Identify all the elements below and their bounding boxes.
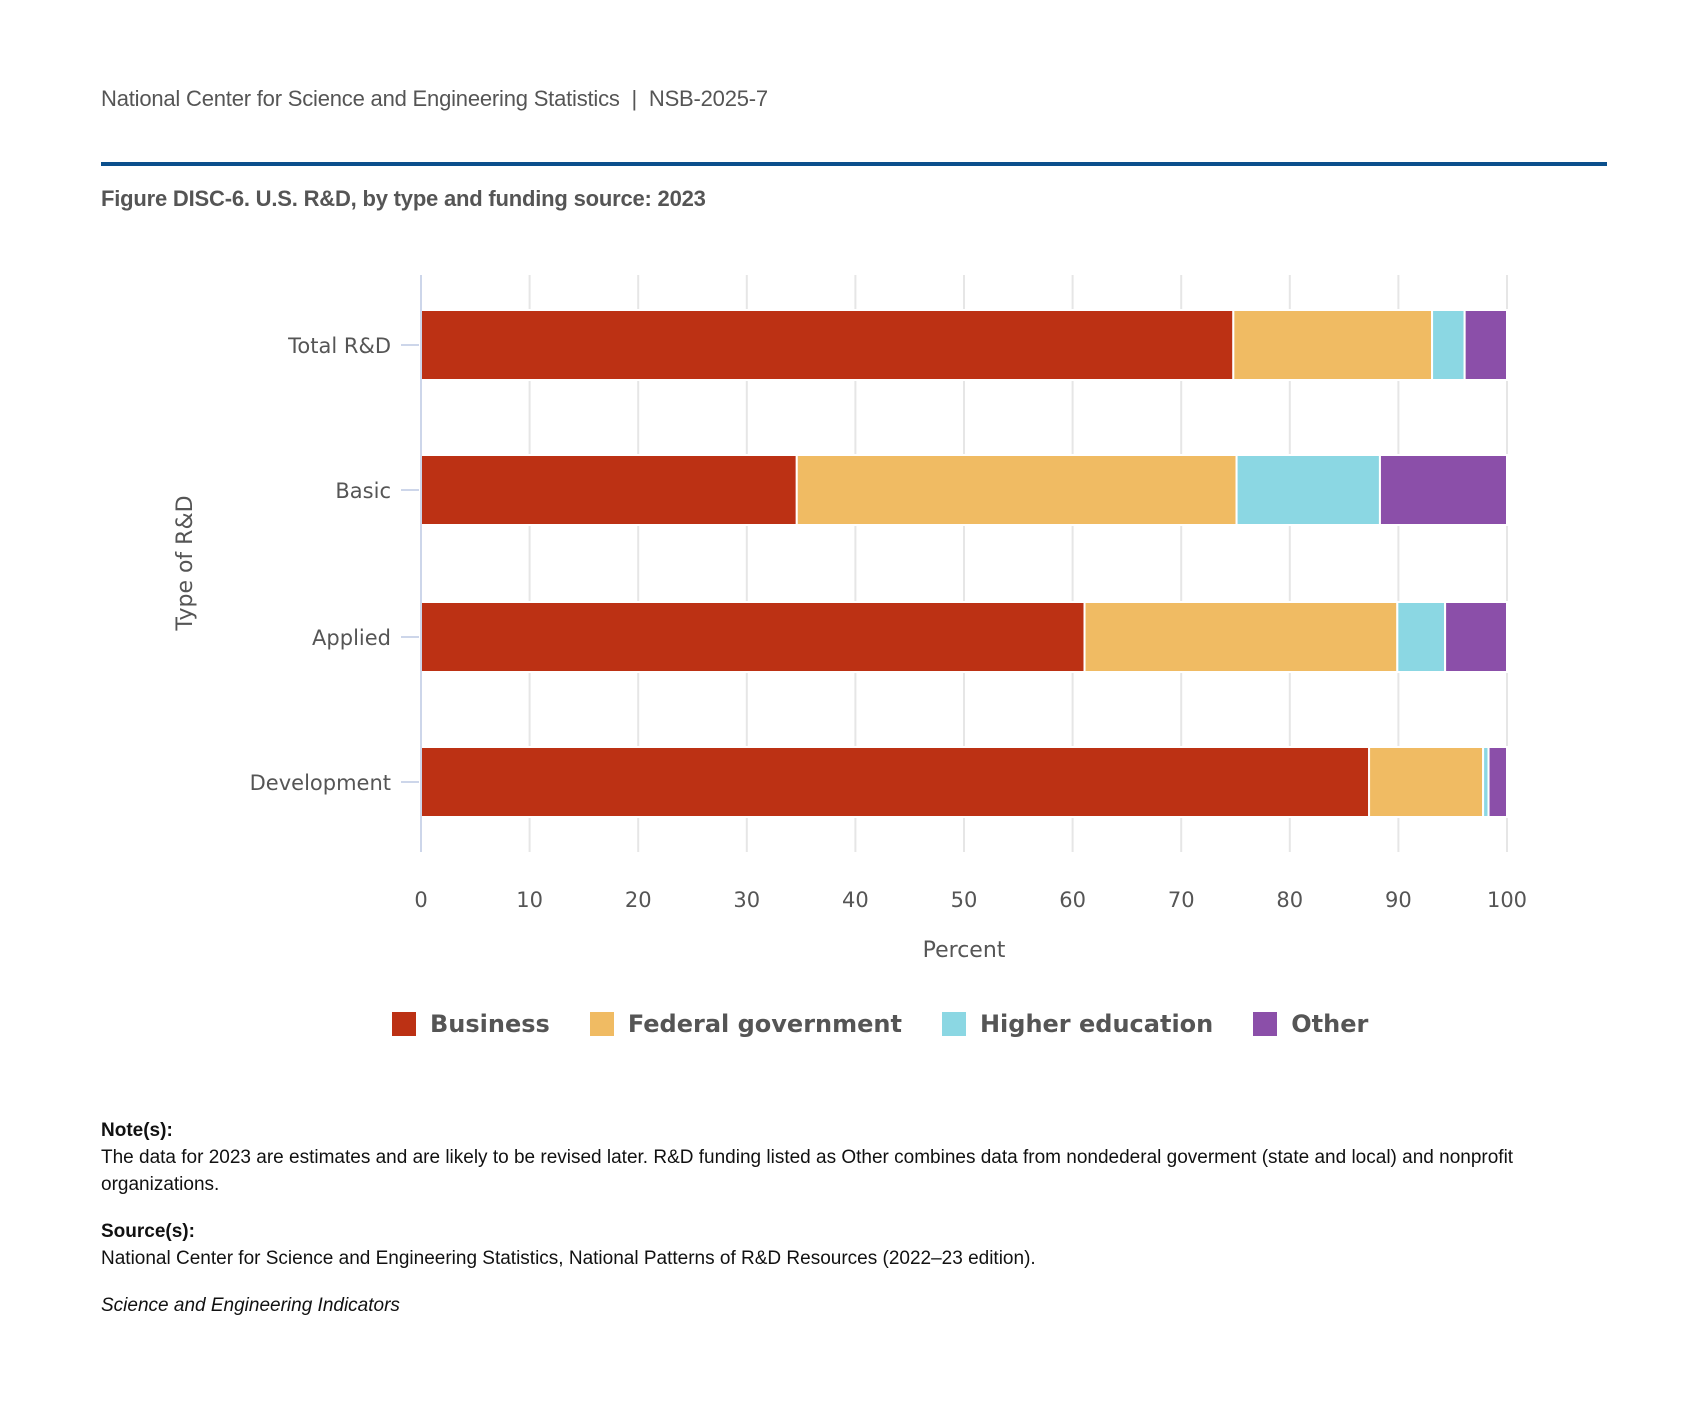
bar-segment-other[interactable] [1378,454,1508,526]
bar-segment-business[interactable] [420,746,1371,818]
x-tick-label: 50 [951,888,978,912]
chart-legend: Business Federal government Higher educati… [392,1010,1408,1038]
bar-segment-higher-education[interactable] [1431,309,1466,381]
x-axis-title: Percent [923,938,1006,963]
x-tick-label: 90 [1385,888,1412,912]
legend-label: Other [1291,1010,1369,1038]
legend-label: Business [430,1010,550,1038]
publication-name: Science and Engineering Indicators [101,1295,400,1316]
bar-segment-other[interactable] [1463,309,1508,381]
bar-segment-federal-government[interactable] [1083,601,1399,673]
bar-segment-federal-government[interactable] [1232,309,1434,381]
notes-section: Note(s): The data for 2023 are estimates… [101,1117,1621,1319]
x-tick-label: 30 [733,888,760,912]
legend-item[interactable]: Higher education [941,1010,1214,1038]
y-tick-label: Applied [312,626,391,650]
x-tick-label: 20 [625,888,652,912]
source-text: National Center for Science and Engineer… [101,1248,1036,1269]
legend-label: Higher education [979,1010,1214,1038]
x-tick-label: 70 [1168,888,1195,912]
x-tick-label: 60 [1059,888,1086,912]
bar-segment-higher-education[interactable] [1396,601,1447,673]
y-tick-label: Total R&D [287,334,391,358]
note-heading: Note(s): [101,1120,173,1141]
x-tick-label: 10 [516,888,543,912]
legend-item[interactable]: Business [392,1010,550,1038]
bar-segment-other[interactable] [1444,601,1509,673]
bar-segment-business[interactable] [420,454,798,526]
bar-segment-business[interactable] [420,309,1235,381]
note-text: The data for 2023 are estimates and are … [101,1147,1514,1195]
bar-segment-federal-government[interactable] [1368,746,1485,818]
bar-segment-business[interactable] [420,601,1086,673]
bar-segment-other[interactable] [1487,746,1508,818]
bar-chart: Total R&D Basic Applied Development 0 10 20 30… [173,275,1527,963]
bar-segment-higher-education[interactable] [1235,454,1381,526]
legend-swatch [1253,1012,1278,1036]
legend-swatch [941,1012,966,1036]
x-tick-label: 80 [1276,888,1303,912]
bars [420,309,1509,818]
legend-swatch [589,1012,614,1036]
bar-segment-federal-government[interactable] [795,454,1238,526]
legend-item[interactable]: Other [1253,1010,1368,1038]
figure-title: Figure DISC-6. U.S. R&D, by type and fun… [101,186,706,211]
x-tick-label: 0 [414,888,427,912]
x-axis: 0 10 20 30 40 50 60 70 80 90 100 [414,888,1527,912]
header-divider [101,162,1607,166]
y-axis-title: Type of R&D [173,495,198,631]
x-tick-label: 100 [1487,888,1527,912]
y-tick-label: Development [250,771,391,795]
legend-item[interactable]: Federal government [589,1010,902,1038]
x-tick-label: 40 [842,888,869,912]
source-heading: Source(s): [101,1221,195,1242]
y-axis: Total R&D Basic Applied Development [250,275,422,852]
y-tick-label: Basic [335,479,391,503]
organization-header: National Center for Science and Engineer… [101,86,768,111]
legend-label: Federal government [627,1010,902,1038]
legend-swatch [392,1012,416,1036]
